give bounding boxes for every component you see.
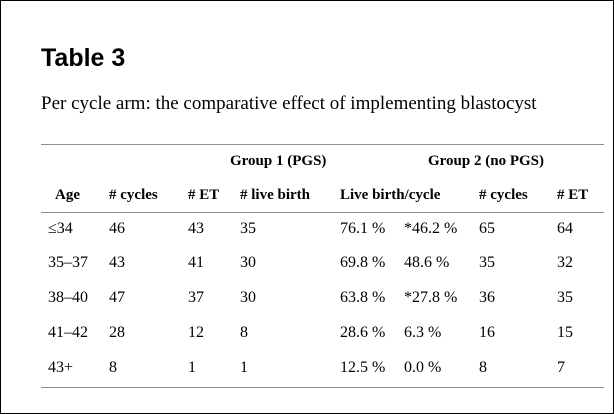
cell-age: 35–37 (48, 254, 88, 271)
cell-live-birth-per-cycle: 76.1 % (340, 220, 386, 237)
cell-cycles-g1: 46 (109, 220, 125, 237)
cell-et-g1: 41 (188, 254, 204, 271)
cell-live-birth-per-cycle-g2: 0.0 % (404, 359, 442, 376)
cell-live-birth: 8 (240, 324, 248, 341)
column-header-et-g1: # ET (188, 187, 220, 203)
cell-live-birth-per-cycle-g2: *46.2 % (404, 220, 458, 237)
cell-cycles-g2: 65 (479, 220, 495, 237)
cell-et-g2: 35 (557, 289, 573, 306)
cell-cycles-g1: 47 (109, 289, 125, 306)
cell-age: 38–40 (48, 289, 88, 306)
cell-cycles-g1: 8 (109, 359, 117, 376)
cell-live-birth-per-cycle: 12.5 % (340, 359, 386, 376)
cell-live-birth: 30 (240, 289, 256, 306)
column-header-cycles-g2: # cycles (479, 187, 528, 203)
cell-live-birth: 1 (240, 359, 248, 376)
cell-live-birth-per-cycle-g2: 6.3 % (404, 324, 442, 341)
column-header-age: Age (55, 187, 80, 203)
cell-live-birth: 30 (240, 254, 256, 271)
table-title: Table 3 (41, 44, 126, 72)
cell-et-g2: 64 (557, 220, 573, 237)
cell-et-g1: 43 (188, 220, 204, 237)
cell-et-g2: 7 (557, 359, 565, 376)
table-bottom-rule (41, 387, 604, 388)
cell-live-birth-per-cycle-g2: 48.6 % (404, 254, 450, 271)
cell-et-g1: 37 (188, 289, 204, 306)
group-header-no-pgs: Group 2 (no PGS) (428, 153, 544, 169)
group-header-pgs: Group 1 (PGS) (230, 153, 327, 169)
cell-live-birth: 35 (240, 220, 256, 237)
column-header-live-birth: # live birth (240, 187, 310, 203)
cell-cycles-g2: 8 (479, 359, 487, 376)
cell-cycles-g1: 43 (109, 254, 125, 271)
table-caption: Per cycle arm: the comparative effect of… (41, 93, 537, 114)
cell-age: ≤34 (48, 220, 73, 237)
cell-et-g2: 32 (557, 254, 573, 271)
cell-cycles-g1: 28 (109, 324, 125, 341)
cell-cycles-g2: 36 (479, 289, 495, 306)
cell-et-g2: 15 (557, 324, 573, 341)
cell-et-g1: 12 (188, 324, 204, 341)
cell-live-birth-per-cycle: 63.8 % (340, 289, 386, 306)
column-header-live-birth-per-cycle: Live birth/cycle (340, 187, 441, 203)
cell-age: 43+ (48, 359, 74, 376)
cell-live-birth-per-cycle-g2: *27.8 % (404, 289, 458, 306)
column-header-et-g2: # ET (557, 187, 589, 203)
table-header-rule (41, 212, 604, 213)
cell-live-birth-per-cycle: 69.8 % (340, 254, 386, 271)
cell-et-g1: 1 (188, 359, 196, 376)
cell-age: 41–42 (48, 324, 88, 341)
cell-cycles-g2: 35 (479, 254, 495, 271)
cell-live-birth-per-cycle: 28.6 % (340, 324, 386, 341)
table-top-rule (41, 144, 604, 145)
cell-cycles-g2: 16 (479, 324, 495, 341)
column-header-cycles-g1: # cycles (109, 187, 158, 203)
